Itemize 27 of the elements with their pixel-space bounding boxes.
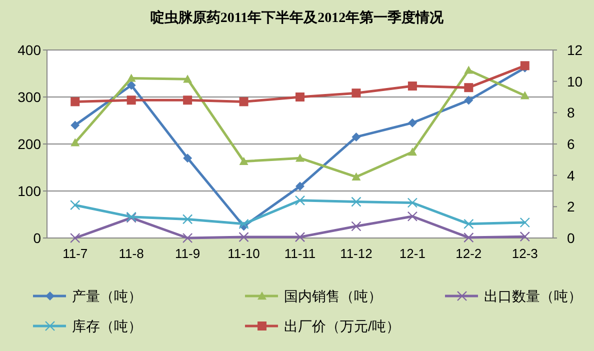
y2-tick-label: 4	[567, 167, 575, 184]
x-tick-label: 11-11	[284, 246, 316, 261]
y2-tick-label: 6	[567, 136, 575, 152]
y2-tick-label: 12	[567, 42, 583, 58]
legend-label: 库存（吨）	[72, 318, 142, 334]
y2-tick-label: 10	[567, 73, 583, 90]
y-tick-label: 400	[18, 42, 42, 58]
legend-label: 国内销售（吨）	[284, 288, 382, 304]
x-tick-label: 12-1	[399, 246, 426, 261]
y-tick-label: 0	[33, 230, 42, 246]
x-tick-label: 11-10	[228, 246, 260, 261]
legend-label: 产量（吨）	[72, 288, 142, 304]
y2-tick-label: 2	[567, 198, 575, 215]
y2-tick-label: 0	[567, 230, 575, 246]
x-tick-label: 12-2	[456, 246, 482, 261]
x-tick-label: 11-7	[62, 246, 88, 261]
y-tick-label: 300	[18, 89, 42, 105]
legend-label: 出厂价（万元/吨）	[284, 318, 400, 334]
x-tick-label: 12-3	[512, 246, 538, 261]
y2-tick-label: 8	[567, 104, 575, 121]
x-tick-label: 11-12	[340, 246, 372, 261]
chart-title: 啶虫脒原药2011年下半年及2012年第一季度情况	[150, 9, 445, 26]
x-tick-label: 11-9	[175, 246, 200, 261]
x-tick-label: 11-8	[118, 246, 144, 261]
y-tick-label: 200	[18, 136, 42, 152]
legend-label: 出口数量（吨）	[484, 288, 582, 304]
y-tick-label: 100	[18, 183, 42, 199]
